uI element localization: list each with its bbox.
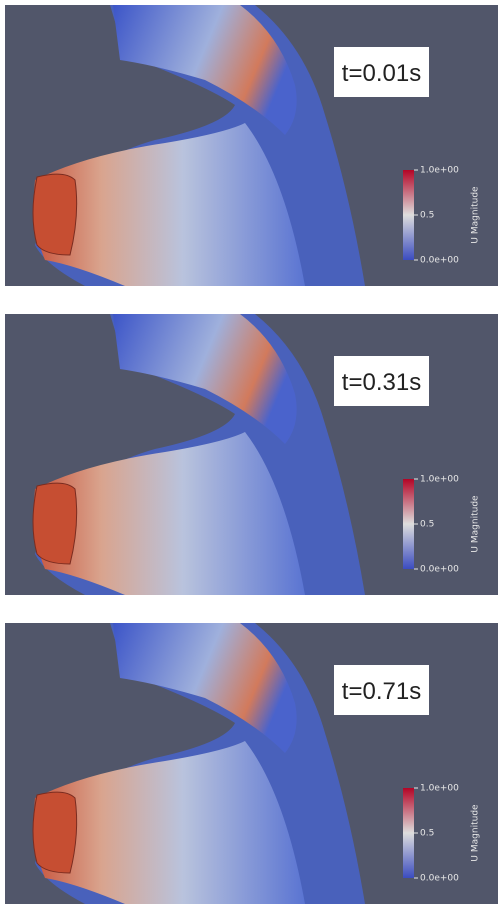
time-label: t=0.71s [342, 678, 421, 705]
colorbar [403, 479, 414, 569]
panel: t=0.71s 1.0e+00 0.5 0.0e+00 U Magnitude [5, 623, 498, 904]
colorbar-tick-label: 0.5 [420, 520, 434, 530]
colorbar-tick-label: 1.0e+00 [420, 166, 459, 176]
panel: t=0.31s 1.0e+00 0.5 0.0e+00 U Magnitude [5, 314, 498, 595]
colorbar-title: U Magnitude [471, 804, 481, 862]
colorbar-tick-label: 0.5 [420, 211, 434, 221]
duct-mouth [33, 792, 77, 873]
figure: t=0.01s1.0e+000.50.0e+00U Magnitudet=0.3… [0, 0, 503, 906]
colorbar [403, 170, 414, 260]
time-label: t=0.31s [342, 369, 421, 396]
panel: t=0.01s 1.0e+00 0.5 0.0e+00 U Magnitude [5, 5, 498, 286]
duct-mouth [33, 483, 77, 564]
colorbar-tick-label: 1.0e+00 [420, 784, 459, 794]
colorbar-tick-label: 0.0e+00 [420, 874, 459, 884]
colorbar-title: U Magnitude [471, 186, 481, 244]
colorbar-tick-label: 0.0e+00 [420, 256, 459, 266]
duct-mouth [33, 174, 77, 255]
time-label: t=0.01s [342, 60, 421, 87]
colorbar-title: U Magnitude [471, 495, 481, 553]
colorbar-tick-label: 0.5 [420, 829, 434, 839]
colorbar-tick-label: 0.0e+00 [420, 565, 459, 575]
colorbar-tick-label: 1.0e+00 [420, 475, 459, 485]
colorbar [403, 788, 414, 878]
